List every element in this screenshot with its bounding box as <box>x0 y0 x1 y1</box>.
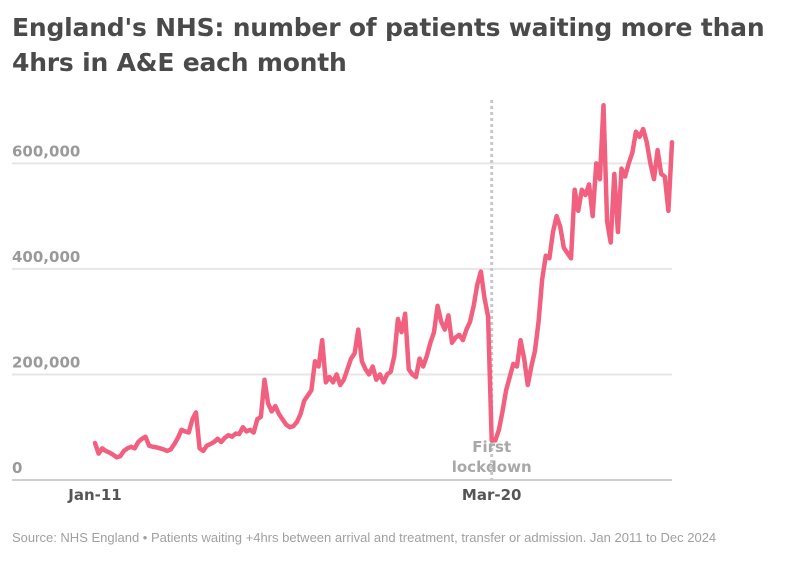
x-tick-label: Mar-20 <box>462 486 522 504</box>
gridlines <box>12 162 672 481</box>
x-axis-labels: Jan-11 Mar-20 <box>67 486 521 504</box>
annotation-text-line1: First <box>472 438 511 456</box>
annotation-text-line2: lockdown <box>452 458 532 476</box>
y-tick-label: 400,000 <box>12 248 80 266</box>
y-axis-labels: 0 200,000 400,000 600,000 <box>12 142 80 477</box>
lockdown-annotation: First lockdown <box>452 100 532 480</box>
series-group <box>92 103 675 460</box>
series-line <box>92 103 675 460</box>
chart-title: England's NHS: number of patients waitin… <box>12 13 765 77</box>
y-tick-label: 0 <box>12 459 22 477</box>
x-tick-label: Jan-11 <box>67 486 121 504</box>
y-tick-label: 200,000 <box>12 353 80 371</box>
source-note: Source: NHS England • Patients waiting +… <box>12 530 717 545</box>
y-tick-label: 600,000 <box>12 142 80 160</box>
